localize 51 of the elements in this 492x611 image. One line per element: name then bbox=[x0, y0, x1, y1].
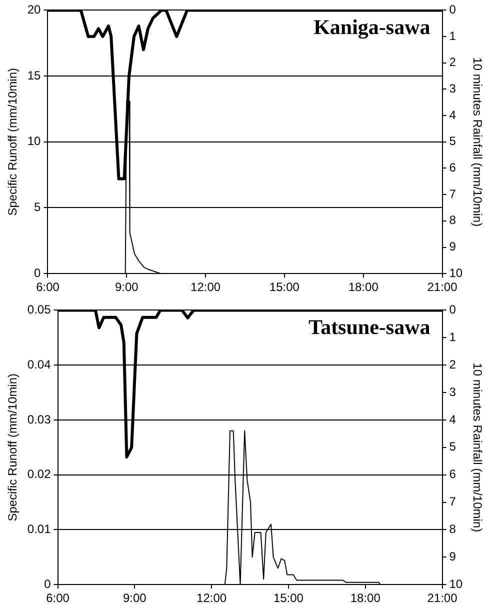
y2-tick-label: 9 bbox=[449, 240, 456, 254]
x-tick-label: 9:00 bbox=[114, 280, 139, 294]
y-axis-title: Specific Runoff (mm/10min) bbox=[6, 68, 20, 216]
y2-tick-label: 0 bbox=[449, 2, 456, 17]
y2-tick-label: 3 bbox=[449, 82, 456, 96]
y-tick-label: 5 bbox=[34, 200, 42, 214]
x-tick-label: 9:00 bbox=[122, 591, 147, 606]
x-tick-label: 18:00 bbox=[350, 591, 381, 606]
y2-axis-title: 10 minutes Rainfall (mm/10min) bbox=[470, 362, 484, 532]
y-tick-label: 0.01 bbox=[27, 522, 52, 536]
y2-tick-label: 6 bbox=[449, 160, 456, 175]
y-tick-label: 20 bbox=[27, 2, 42, 17]
y2-tick-label: 8 bbox=[449, 522, 456, 536]
chart-title: Kaniga-sawa bbox=[314, 15, 431, 40]
y-tick-label: 0 bbox=[34, 266, 42, 280]
y2-tick-label: 4 bbox=[449, 108, 456, 122]
y2-tick-label: 1 bbox=[449, 330, 456, 344]
x-tick-label: 6:00 bbox=[46, 591, 70, 606]
y2-tick-label: 7 bbox=[449, 494, 456, 509]
y2-tick-label: 8 bbox=[449, 213, 456, 228]
y2-tick-label: 4 bbox=[449, 412, 456, 426]
y2-tick-label: 3 bbox=[449, 384, 456, 399]
chart-title: Tatsune-sawa bbox=[308, 315, 431, 340]
y-tick-label: 0.05 bbox=[27, 302, 52, 317]
x-tick-label: 6:00 bbox=[36, 280, 60, 294]
x-tick-label: 15:00 bbox=[269, 280, 300, 294]
y-tick-label: 0.02 bbox=[27, 467, 52, 482]
x-tick-label: 12:00 bbox=[196, 591, 227, 606]
y2-tick-label: 2 bbox=[449, 55, 456, 70]
y2-tick-label: 9 bbox=[449, 549, 456, 564]
y2-tick-label: 1 bbox=[449, 28, 456, 43]
y-tick-label: 10 bbox=[27, 134, 42, 148]
y2-tick-label: 10 bbox=[449, 576, 463, 591]
y-tick-label: 0.03 bbox=[27, 412, 52, 426]
y2-tick-label: 2 bbox=[449, 357, 456, 372]
x-tick-label: 18:00 bbox=[348, 280, 379, 294]
y2-tick-label: 10 bbox=[449, 266, 463, 280]
x-tick-label: 15:00 bbox=[273, 591, 304, 606]
x-tick-label: 21:00 bbox=[427, 591, 458, 606]
y2-axis-title: 10 minutes Rainfall (mm/10min) bbox=[470, 57, 484, 227]
y-tick-label: 0 bbox=[44, 576, 52, 591]
y2-tick-label: 7 bbox=[449, 186, 456, 201]
y-tick-label: 0.04 bbox=[27, 357, 52, 372]
y2-tick-label: 5 bbox=[449, 440, 456, 454]
y2-tick-label: 6 bbox=[449, 467, 456, 482]
x-tick-label: 21:00 bbox=[427, 280, 458, 294]
y-axis-title: Specific Runoff (mm/10min) bbox=[6, 373, 20, 522]
y-tick-label: 15 bbox=[27, 68, 42, 82]
y2-tick-label: 5 bbox=[449, 134, 456, 148]
y2-tick-label: 0 bbox=[449, 302, 456, 317]
x-tick-label: 12:00 bbox=[190, 280, 221, 294]
